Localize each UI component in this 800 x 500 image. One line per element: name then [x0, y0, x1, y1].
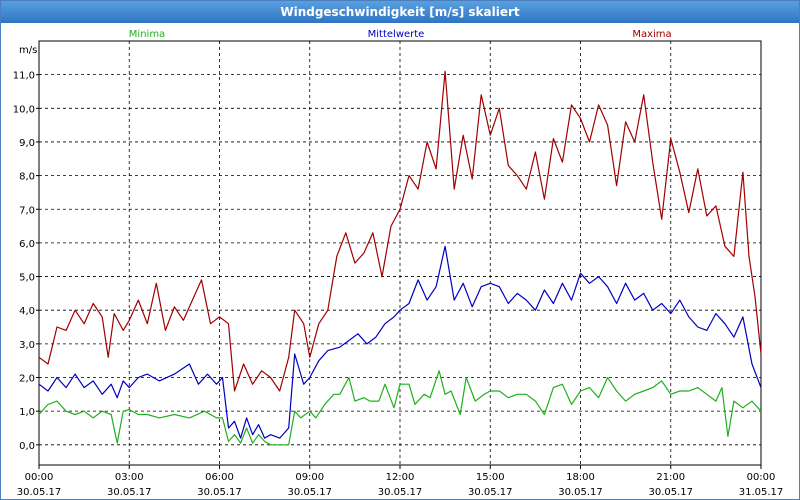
x-tick-date-label: 30.05.17 [287, 487, 332, 498]
y-tick-label: 10,0 [13, 104, 35, 115]
series-line-mittelwerte [38, 245, 762, 439]
x-tick-time-label: 21:00 [656, 472, 685, 483]
y-tick-label: 2,0 [19, 374, 35, 385]
y-tick-label: 0,0 [19, 441, 35, 452]
x-tick-date-label: 30.05.17 [468, 487, 513, 498]
x-tick-time-label: 03:00 [115, 472, 144, 483]
y-tick-label: 1,0 [19, 407, 35, 418]
x-tick-time-label: 12:00 [386, 472, 415, 483]
x-tick-time-label: 00:00 [747, 472, 776, 483]
grid [39, 41, 761, 465]
window-title: Windgeschwindigkeit [m/s] skaliert [1, 1, 799, 23]
y-tick-label: 9,0 [19, 138, 35, 149]
series-lines [38, 70, 762, 446]
x-tick-date-label: 30.05.17 [648, 487, 693, 498]
x-tick-time-label: 15:00 [476, 472, 505, 483]
x-tick-date-label: 30.05.17 [197, 487, 242, 498]
y-axis-label: m/s [19, 45, 37, 56]
legend-maxima: Maxima [632, 29, 671, 40]
legend: Minima Mittelwerte Maxima [129, 29, 672, 40]
x-tick-time-label: 00:00 [25, 472, 54, 483]
axis-labels: 0,0 1,0 2,0 3,0 4,0 5,0 6,0 7,0 8,0 9,0 10,0 11,0 m/… [13, 45, 784, 498]
x-tick-date-label: 30.05.17 [107, 487, 152, 498]
y-tick-label: 7,0 [19, 205, 35, 216]
x-tick-time-label: 18:00 [566, 472, 595, 483]
y-tick-label: 4,0 [19, 306, 35, 317]
x-tick-date-label: 30.05.17 [17, 487, 62, 498]
legend-mittelwerte: Mittelwerte [368, 29, 425, 40]
series-line-minima [38, 370, 762, 446]
y-tick-label: 3,0 [19, 340, 35, 351]
y-tick-label: 6,0 [19, 239, 35, 250]
x-tick-time-label: 06:00 [205, 472, 234, 483]
x-tick-date-label: 30.05.17 [558, 487, 603, 498]
y-tick-label: 5,0 [19, 273, 35, 284]
series-line-maxima [38, 70, 762, 392]
y-tick-label: 11,0 [13, 71, 35, 82]
legend-minima: Minima [129, 29, 165, 40]
x-tick-date-label: 30.05.17 [378, 487, 423, 498]
y-tick-label: 8,0 [19, 172, 35, 183]
x-tick-date-label: 31.05.17 [739, 487, 784, 498]
x-tick-time-label: 09:00 [295, 472, 324, 483]
